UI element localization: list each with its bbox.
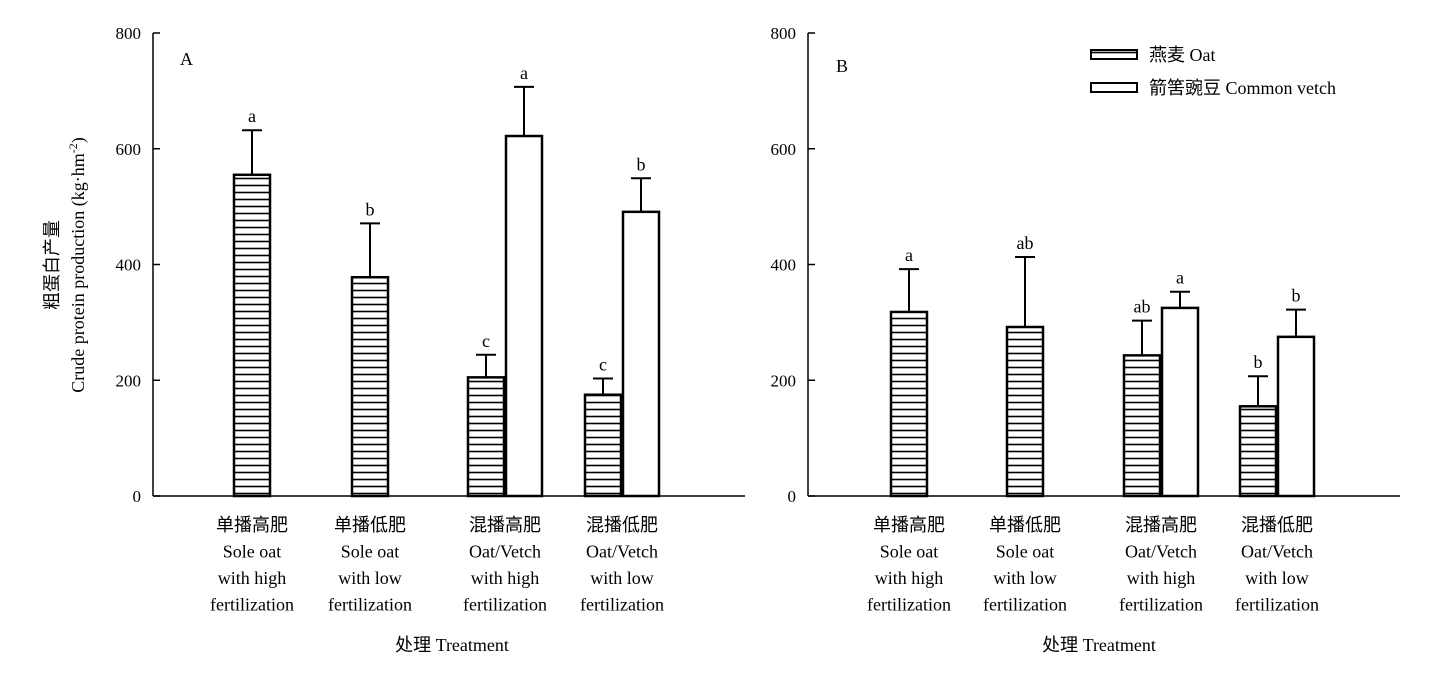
y-tick-label: 400: [771, 256, 797, 275]
x-axis-title: 处理 Treatment: [395, 635, 509, 655]
x-category-label: with high: [218, 568, 287, 588]
oat-bar: [350, 275, 390, 498]
significance-letter: b: [637, 154, 646, 174]
vetch-bar: [1160, 306, 1200, 498]
x-category-label: fertilization: [580, 595, 664, 615]
x-category-label: Oat/Vetch: [586, 542, 658, 562]
x-category-label: Sole oat: [223, 542, 282, 562]
x-category-label: 混播高肥: [1125, 515, 1197, 535]
x-category-label: with low: [590, 568, 654, 588]
legend-label-oat: 燕麦 Oat: [1149, 45, 1216, 65]
x-category-label: 单播低肥: [989, 515, 1061, 535]
y-tick-label: 400: [116, 256, 142, 275]
significance-letter: ab: [1017, 233, 1034, 253]
x-category-label: Sole oat: [880, 542, 939, 562]
y-axis-title-close: ): [68, 137, 89, 143]
y-axis-title-en: Crude protein production (kg·hm-2): [66, 137, 89, 392]
x-category-label: with low: [993, 568, 1057, 588]
y-tick-label: 600: [116, 140, 142, 159]
y-axis-title-sup: -2: [66, 143, 80, 153]
x-category-label: with low: [338, 568, 402, 588]
legend-swatch-vetch: [1090, 82, 1138, 93]
x-category-label: fertilization: [463, 595, 547, 615]
x-category-label: fertilization: [328, 595, 412, 615]
x-category-label: Sole oat: [341, 542, 400, 562]
x-category-label: Oat/Vetch: [1241, 542, 1313, 562]
x-category-label: 单播高肥: [873, 515, 945, 535]
y-axis-title-main: Crude protein production (kg·hm: [68, 153, 89, 392]
panel-b: 0 200 400 600 800 Ba 单播高肥 Sole oat with high fert…: [771, 24, 1400, 655]
y-tick-label: 200: [771, 371, 797, 390]
x-category-label: 单播高肥: [216, 515, 288, 535]
oat-bar: [466, 376, 506, 498]
y-axis-title-cn: 粗蛋白产量: [42, 220, 62, 310]
x-category-label: with low: [1245, 568, 1309, 588]
oat-bar: [1122, 354, 1162, 498]
y-tick-label: 0: [133, 487, 142, 506]
x-category-label: fertilization: [1119, 595, 1203, 615]
significance-letter: b: [1254, 352, 1263, 372]
x-category-label: fertilization: [983, 595, 1067, 615]
legend-label-vetch: 箭筈豌豆 Common vetch: [1149, 78, 1336, 98]
oat-bar: [889, 310, 929, 498]
vetch-bar: [621, 210, 661, 498]
x-category-label: 混播低肥: [1241, 515, 1313, 535]
x-category-label: with high: [471, 568, 540, 588]
x-category-label: 混播低肥: [586, 515, 658, 535]
x-category-label: Sole oat: [996, 542, 1055, 562]
oat-bar: [232, 173, 272, 498]
panel-a: 0 200 400 600 800 Aa 单播高肥 Sole oat with high fert…: [42, 24, 745, 655]
x-category-label: with high: [875, 568, 944, 588]
y-tick-label: 0: [788, 487, 797, 506]
x-category-label: Oat/Vetch: [1125, 542, 1197, 562]
y-tick-label: 800: [116, 24, 142, 43]
significance-letter: b: [366, 199, 375, 219]
x-category-label: 单播低肥: [334, 515, 406, 535]
x-category-label: 混播高肥: [469, 515, 541, 535]
significance-letter: b: [1292, 286, 1301, 306]
vetch-bar: [504, 134, 544, 498]
significance-letter: a: [248, 106, 256, 126]
oat-bar: [583, 393, 623, 498]
significance-letter: a: [1176, 268, 1184, 288]
panel-letter: A: [180, 49, 193, 69]
legend-swatch-oat: [1090, 49, 1138, 60]
x-category-label: fertilization: [867, 595, 951, 615]
oat-bar: [1005, 325, 1045, 498]
significance-letter: a: [520, 63, 528, 83]
significance-letter: c: [599, 355, 607, 375]
significance-letter: a: [905, 245, 913, 265]
y-tick-label: 600: [771, 140, 797, 159]
x-category-label: fertilization: [1235, 595, 1319, 615]
vetch-bar: [1276, 335, 1316, 498]
y-tick-label: 800: [771, 24, 797, 43]
significance-letter: c: [482, 331, 490, 351]
significance-letter: ab: [1134, 297, 1151, 317]
x-category-label: fertilization: [210, 595, 294, 615]
oat-bar: [1238, 405, 1278, 498]
panel-letter: B: [836, 56, 848, 76]
x-axis-title: 处理 Treatment: [1042, 635, 1156, 655]
x-category-label: Oat/Vetch: [469, 542, 541, 562]
y-tick-label: 200: [116, 371, 142, 390]
x-category-label: with high: [1127, 568, 1196, 588]
